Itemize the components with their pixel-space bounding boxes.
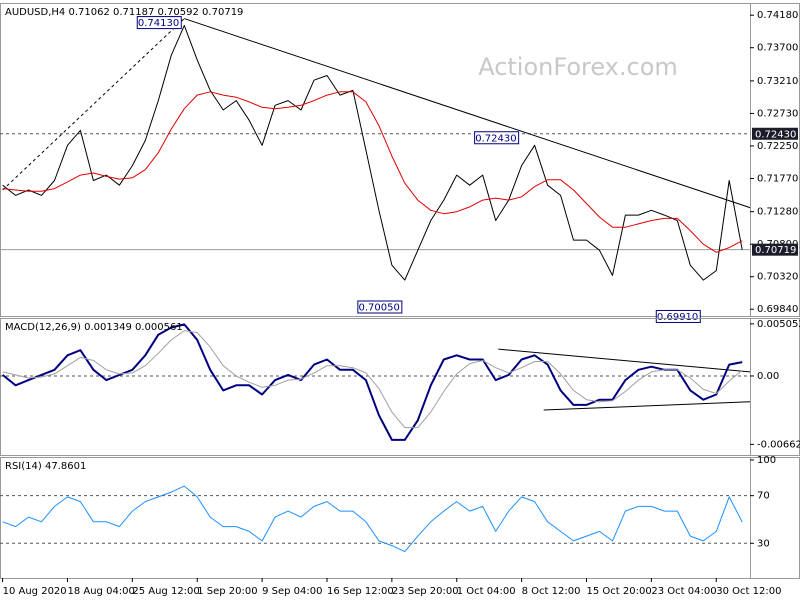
y-tick-label: 0.72730 — [757, 108, 798, 119]
x-tick-label: 23 Sep 20:00 — [392, 586, 459, 597]
y-tick-label: 70 — [757, 491, 770, 502]
price-marker — [752, 243, 798, 256]
panel-frame — [0, 3, 800, 317]
y-tick-label: 0.69840 — [757, 304, 798, 315]
panel-frame — [0, 318, 800, 456]
trendline — [543, 401, 751, 411]
watermark: ActionForex.com — [478, 53, 678, 81]
series-line — [2, 24, 743, 281]
x-tick-label: 1 Oct 04:00 — [457, 586, 516, 597]
panel-title: AUDUSD,H4 0.71062 0.71187 0.70592 0.7071… — [5, 7, 243, 18]
y-tick-label: 0.72250 — [757, 141, 798, 152]
series-line — [2, 330, 743, 429]
x-tick-label: 25 Aug 12:00 — [132, 586, 199, 597]
price-marker-label: 0.72430 — [755, 129, 796, 140]
y-tick-label: 0.74180 — [757, 10, 798, 21]
panel-title: RSI(14) 47.8601 — [5, 461, 86, 472]
panel-title: MACD(12,26,9) 0.001349 0.000561 — [5, 322, 183, 333]
x-tick-label: 30 Oct 12:00 — [716, 586, 781, 597]
y-tick-label: 100 — [757, 455, 776, 466]
y-tick-label: 0.005052 — [757, 319, 800, 330]
trendline — [184, 18, 751, 209]
x-tick-label: 9 Sep 04:00 — [262, 586, 322, 597]
series-line — [2, 91, 743, 253]
y-tick-label: -0.006629 — [757, 439, 800, 450]
annotation-box — [474, 131, 520, 145]
x-tick-label: 8 Oct 12:00 — [522, 586, 581, 597]
annotation-label: 0.69910 — [657, 312, 698, 323]
x-tick-label: 1 Sep 20:00 — [197, 586, 257, 597]
y-tick-label: 0.71280 — [757, 207, 798, 218]
annotation-box — [136, 16, 182, 30]
x-tick-label: 16 Sep 12:00 — [327, 586, 394, 597]
y-tick-label: 0.70320 — [757, 272, 798, 283]
x-tick-label: 15 Oct 20:00 — [587, 586, 652, 597]
series-line — [2, 485, 743, 553]
annotation-label: 0.72430 — [475, 133, 516, 144]
y-tick-label: 30 — [757, 538, 770, 549]
x-tick-label: 18 Aug 04:00 — [67, 586, 134, 597]
price-marker-label: 0.70719 — [755, 245, 796, 256]
annotation-label: 0.74130 — [138, 18, 179, 29]
x-tick-label: 10 Aug 2020 — [3, 586, 67, 597]
y-tick-label: 0.73210 — [757, 76, 798, 87]
x-tick-label: 23 Oct 04:00 — [651, 586, 716, 597]
annotation-box — [655, 309, 701, 323]
y-tick-label: 0.71770 — [757, 173, 798, 184]
annotation-label: 0.70050 — [358, 302, 399, 313]
trendline — [498, 348, 751, 373]
y-tick-label: 0.00 — [757, 371, 779, 382]
annotation-box — [357, 300, 403, 314]
panel-frame — [0, 457, 800, 579]
price-marker — [752, 127, 798, 140]
series-line — [1, 323, 743, 441]
y-tick-label: 0.73700 — [757, 43, 798, 54]
